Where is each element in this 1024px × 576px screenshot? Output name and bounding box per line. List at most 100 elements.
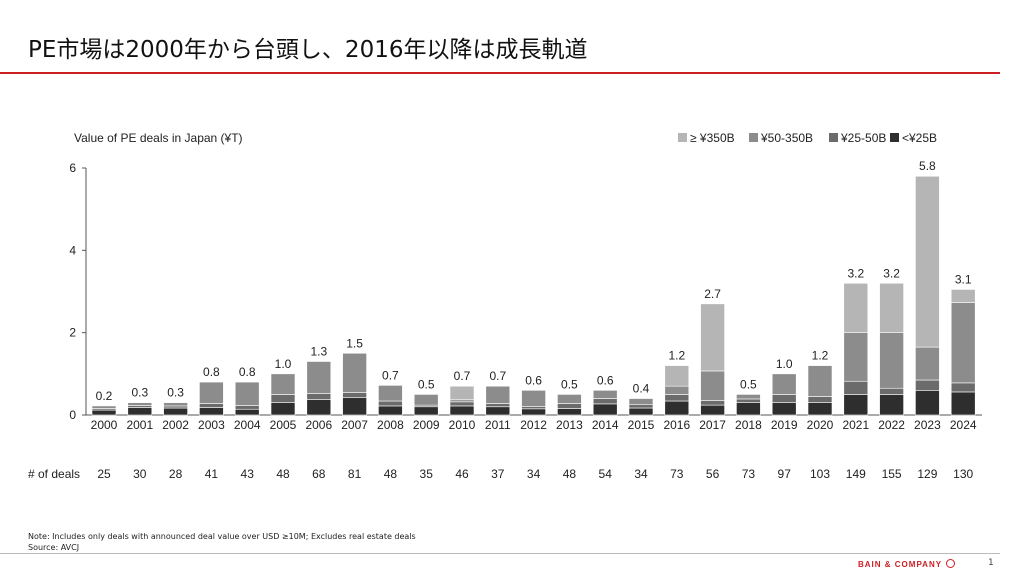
x-tick-label: 2023 [914, 418, 941, 432]
legend-label: ¥25-50B [840, 131, 886, 145]
bar-segment [557, 403, 582, 409]
y-axis-title: Value of PE deals in Japan (¥T) [74, 131, 243, 145]
deal-count: 46 [455, 467, 469, 481]
bar-segment [664, 400, 690, 416]
bar-segment [592, 389, 618, 399]
x-tick-label: 2024 [950, 418, 977, 432]
bar-segment [199, 403, 224, 408]
bar-segment [163, 407, 188, 416]
bar-segment [879, 332, 904, 389]
legend-swatch [749, 133, 758, 142]
data-label-total: 0.8 [239, 365, 256, 379]
bar-segment [700, 370, 725, 401]
deal-count: 155 [882, 467, 902, 481]
bar-segment [700, 303, 725, 372]
bar-segment [270, 373, 296, 395]
deal-count: 28 [169, 467, 183, 481]
bar-segment [628, 404, 654, 409]
bar-segment [342, 392, 367, 399]
x-tick-label: 2013 [556, 418, 583, 432]
x-tick-label: 2005 [270, 418, 297, 432]
bar-segment [521, 406, 546, 410]
bar-segment [736, 402, 761, 416]
deal-count: 103 [810, 467, 830, 481]
bar-segment [843, 332, 869, 382]
bar-segment [485, 385, 511, 404]
bar-segment [807, 396, 833, 403]
bar-segment [950, 391, 976, 416]
bar-segment [950, 382, 976, 393]
deal-count: 48 [563, 467, 577, 481]
bar-segment [807, 365, 833, 397]
data-label-total: 5.8 [919, 159, 936, 173]
bar-segment [736, 398, 761, 403]
bar-segment [449, 405, 475, 416]
bar-segment [199, 381, 224, 404]
footnote: Note: Includes only deals with announced… [28, 531, 416, 553]
legend-swatch [829, 133, 838, 142]
page-title: PE市場は2000年から台頭し、2016年以降は成長軌道 [28, 37, 588, 63]
x-tick-label: 2019 [771, 418, 798, 432]
data-label-total: 0.5 [740, 377, 757, 391]
deal-count: 56 [706, 467, 720, 481]
data-label-total: 0.6 [525, 373, 542, 387]
deal-count: 35 [420, 467, 434, 481]
deal-count: 97 [778, 467, 792, 481]
y-tick-label: 0 [69, 408, 76, 422]
data-label-total: 0.2 [96, 389, 113, 403]
deal-count: 34 [634, 467, 648, 481]
deal-count: 68 [312, 467, 326, 481]
bar-segment [91, 409, 117, 416]
bar-segment [950, 302, 976, 384]
bar-segment [234, 405, 260, 410]
data-label-total: 0.7 [454, 369, 471, 383]
data-label-total: 1.2 [668, 349, 685, 363]
bar-segment [521, 389, 546, 407]
footnote-source: Source: AVCJ [28, 543, 80, 552]
x-tick-label: 2018 [735, 418, 762, 432]
data-label-total: 3.2 [847, 266, 864, 280]
bar-segment [485, 406, 511, 416]
legend-label: ≥ ¥350B [690, 131, 735, 145]
x-tick-label: 2001 [126, 418, 153, 432]
x-tick-label: 2003 [198, 418, 225, 432]
deal-count: 73 [670, 467, 684, 481]
x-tick-label: 2012 [520, 418, 547, 432]
brand-name: BAIN & COMPANY [858, 560, 943, 569]
data-label-total: 0.5 [561, 377, 578, 391]
bar-segment [342, 397, 367, 416]
bar-segment [413, 406, 439, 416]
bar-segment [270, 402, 296, 416]
data-label-total: 0.8 [203, 365, 220, 379]
bar-segment [270, 394, 296, 403]
deal-count: 81 [348, 467, 362, 481]
bar-segment [306, 361, 332, 394]
data-label-total: 1.3 [310, 344, 327, 358]
data-label-total: 1.5 [346, 336, 363, 350]
bar-segment [449, 385, 475, 401]
x-tick-label: 2008 [377, 418, 404, 432]
x-tick-label: 2002 [162, 418, 189, 432]
deal-count: 48 [276, 467, 290, 481]
bar-segment [771, 394, 797, 403]
bar-segment [378, 385, 403, 402]
data-label-total: 0.4 [633, 382, 650, 396]
bar-segment [628, 398, 654, 406]
y-tick-label: 4 [69, 243, 76, 257]
footnote-note: Note: Includes only deals with announced… [28, 532, 416, 541]
deal-count: 130 [953, 467, 973, 481]
bar-segment [234, 381, 260, 406]
bar-segment [915, 389, 940, 416]
deal-count: 149 [846, 467, 866, 481]
x-tick-label: 2020 [807, 418, 834, 432]
bar-segment [915, 379, 940, 391]
legend-swatch [678, 133, 687, 142]
bar-segment [700, 404, 725, 416]
deal-count: 48 [384, 467, 398, 481]
bar-segment [736, 394, 761, 400]
bar-segment [664, 365, 690, 387]
x-tick-label: 2006 [305, 418, 332, 432]
x-tick-label: 2021 [842, 418, 869, 432]
x-tick-label: 2009 [413, 418, 440, 432]
bar-segment [199, 407, 224, 416]
